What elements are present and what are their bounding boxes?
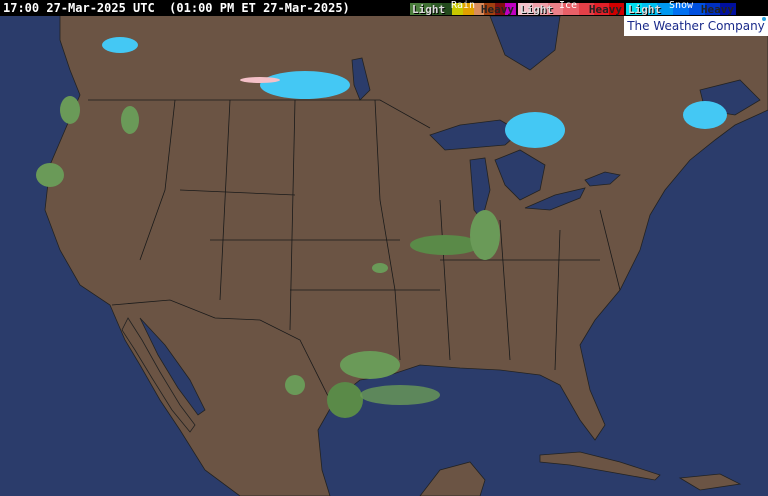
rain-cell	[470, 210, 500, 260]
legend-ice: Light Heavy Ice	[518, 0, 625, 16]
snow-cell	[683, 101, 727, 129]
legend-swatch	[494, 3, 506, 15]
legend-swatch	[578, 3, 595, 15]
baja-peninsula	[121, 317, 196, 433]
rain-cell	[340, 351, 400, 379]
legend-swatch	[641, 3, 658, 15]
legend-light-label: Light	[412, 3, 446, 16]
legend-swatch	[704, 3, 721, 15]
legend-swatch	[673, 3, 690, 15]
snow-cell	[260, 71, 350, 99]
legend-swatch	[410, 3, 422, 15]
legend-swatch	[473, 3, 485, 15]
brand-dot-icon	[762, 17, 766, 21]
legend-heavy-label: Heavy	[700, 3, 734, 16]
rain-cell	[121, 106, 139, 134]
borders	[88, 99, 621, 401]
precipitation	[36, 37, 727, 418]
us-canada-border	[88, 99, 431, 129]
snow-cell	[505, 112, 565, 148]
timestamp: 17:00 27-Mar-2025 UTC (01:00 PM ET 27-Ma…	[3, 1, 350, 15]
legend-heavy-label: Heavy	[480, 3, 514, 16]
rain-cell	[372, 263, 388, 273]
legend-swatch	[431, 3, 443, 15]
legend-heavy-label: Heavy	[588, 3, 622, 16]
legend-title: Rain	[451, 0, 476, 11]
water-bodies	[139, 15, 761, 416]
legend-light-label: Light	[628, 3, 662, 16]
state-lines	[139, 99, 621, 371]
legend-swatch	[720, 3, 737, 15]
legend-swatch	[441, 3, 453, 15]
legend-rain: Light Heavy Rain	[410, 0, 517, 16]
legend-swatch	[608, 3, 625, 15]
ice-cell	[240, 77, 280, 83]
yucatan	[419, 461, 486, 496]
legend-swatch	[593, 3, 610, 15]
hudson-bay	[489, 15, 561, 71]
rain-cell	[327, 382, 363, 418]
snow-cell	[102, 37, 138, 53]
rain-cell	[360, 385, 440, 405]
legend-light-label: Light	[520, 3, 554, 16]
rain-cell	[36, 163, 64, 187]
land	[44, 0, 768, 496]
header-bar: 17:00 27-Mar-2025 UTC (01:00 PM ET 27-Ma…	[0, 0, 768, 16]
rain-cell	[410, 235, 480, 255]
hispaniola	[678, 473, 742, 491]
cuba	[539, 451, 661, 481]
lake-ontario	[584, 171, 621, 187]
legend-swatch	[533, 3, 549, 15]
north-america-landmass	[44, 0, 768, 496]
legend-swatch	[518, 3, 534, 15]
lake-erie	[524, 187, 586, 211]
lake-huron	[494, 149, 546, 201]
legend-title: Snow	[669, 0, 694, 11]
legend-swatch	[463, 3, 475, 15]
legend-swatch	[420, 3, 432, 15]
lake-winnipeg	[351, 57, 371, 101]
brand-logo: The Weather Company	[624, 16, 768, 36]
legend-swatch	[505, 3, 517, 15]
legend-swatch	[657, 3, 674, 15]
gulf-of-california	[139, 317, 206, 416]
legend-swatch	[452, 3, 464, 15]
legend-title: Ice	[559, 0, 578, 11]
legend-swatch	[626, 3, 643, 15]
legend-swatch	[484, 3, 496, 15]
rain-cell	[285, 375, 305, 395]
brand-name: The Weather Company	[627, 19, 765, 33]
legend-swatch	[563, 3, 580, 15]
rain-cell	[60, 96, 80, 124]
us-mexico-border	[111, 299, 331, 401]
legend-snow: Light Heavy Snow	[626, 0, 737, 16]
legend-swatch	[688, 3, 706, 15]
legend-swatch	[548, 3, 564, 15]
